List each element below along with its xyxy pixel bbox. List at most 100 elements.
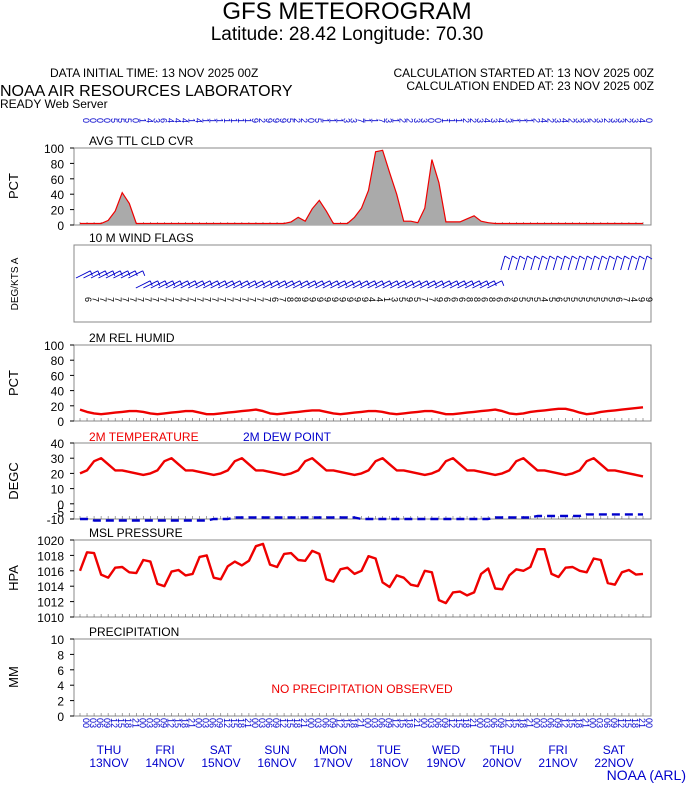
cloud-top-label: 4 — [496, 118, 506, 123]
cloud-top-label: 4 — [538, 118, 548, 123]
page-title: GFS METEOROGRAM — [222, 0, 472, 25]
x-hour-label: 15 — [623, 718, 633, 728]
x-hour-label: 12 — [334, 718, 344, 728]
cloud-top-label: 2 — [588, 118, 598, 123]
temp-ytick: 0 — [57, 498, 64, 512]
cloud-top-label: 2 — [257, 118, 267, 123]
cloud-top-label: 6 — [158, 118, 168, 123]
wind-barb — [642, 255, 648, 271]
pressure-ytick: 1018 — [37, 549, 64, 563]
x-hour-label: 00 — [644, 718, 654, 728]
wind-speed-label: 7 — [150, 297, 160, 302]
wind-barb — [507, 255, 513, 271]
wind-barb-flag — [299, 280, 303, 286]
wind-speed-label: 9 — [352, 297, 362, 302]
cloud-top-label: 1 — [334, 118, 344, 123]
x-hour-label: 06 — [602, 718, 612, 728]
wind-barb-flag — [471, 280, 475, 286]
wind-speed-label: 8 — [464, 297, 474, 302]
wind-barb-flag — [194, 280, 198, 286]
wind-barb-flag — [209, 280, 213, 286]
wind-speed-label: 5 — [577, 297, 587, 302]
cloud-top-label: 1 — [215, 118, 225, 123]
wind-barb — [143, 280, 158, 289]
x-hour-label: 06 — [377, 718, 387, 728]
x-day-label: MON — [319, 743, 347, 757]
x-day-label: FRI — [548, 743, 567, 757]
wind-speed-label: 7 — [225, 297, 235, 302]
wind-barb-flag — [359, 280, 363, 286]
x-hour-label: 21 — [581, 718, 591, 728]
x-hour-label: 15 — [567, 718, 577, 728]
wind-barb — [337, 280, 353, 289]
wind-speed-label: 5 — [532, 297, 542, 302]
x-hour-label: 15 — [172, 718, 182, 728]
x-date-label: 17NOV — [313, 756, 352, 770]
precip-ytick: 0 — [57, 710, 64, 724]
cloud-top-label: 2 — [405, 118, 415, 123]
wind-barb — [479, 280, 495, 289]
cloud-top-label: 2 — [461, 118, 471, 123]
wind-barb — [217, 280, 233, 289]
wind-speed-label: 6 — [614, 297, 624, 302]
wind-barb-flag — [463, 280, 467, 286]
x-hour-label: 00 — [306, 718, 316, 728]
cloud-top-label: 3 — [574, 118, 584, 123]
wind-barb — [285, 280, 301, 289]
wind-barb — [90, 270, 106, 279]
wind-speed-label: 9 — [637, 297, 647, 302]
x-date-label: 19NOV — [426, 756, 465, 770]
wind-barb-flag — [149, 280, 153, 286]
x-hour-label: 09 — [440, 718, 450, 728]
x-hour-label: 09 — [496, 718, 506, 728]
wind-barb-flag — [164, 280, 168, 286]
wind-speed-label: 7 — [128, 297, 138, 302]
cloud-top-label: 3 — [581, 118, 591, 123]
x-day-label: FRI — [155, 743, 174, 757]
x-hour-label: 18 — [180, 718, 190, 728]
x-hour-label: 09 — [384, 718, 394, 728]
cloud-top-label: 3 — [419, 118, 429, 123]
wind-speed-label: 6 — [502, 297, 512, 302]
wind-barb — [442, 280, 458, 289]
wind-speed-label: 5 — [569, 297, 579, 302]
x-hour-label: 06 — [95, 718, 105, 728]
cloud-top-label: 5 — [285, 118, 295, 123]
cloud-top-label: 1 — [208, 118, 218, 123]
wind-barb-flag — [344, 280, 348, 286]
wind-barb — [225, 280, 241, 289]
wind-speed-label: 5 — [517, 297, 527, 302]
wind-barb-flag — [586, 255, 593, 260]
cloud-top-label: 4 — [194, 118, 204, 123]
wind-barb — [612, 255, 618, 271]
x-hour-label: 00 — [137, 718, 147, 728]
wind-barb-flag — [542, 255, 548, 260]
wind-barb-flag — [232, 280, 235, 286]
wind-barb-flag — [366, 280, 370, 286]
wind-barb — [560, 255, 566, 271]
wind-speed-label: 7 — [203, 297, 213, 302]
x-hour-label: 00 — [419, 718, 429, 728]
wind-barb — [307, 280, 323, 289]
wind-barb-flag — [594, 255, 600, 260]
temp-ylabel: DEGC — [6, 462, 21, 500]
wind-ylabel: DEG/KTS A — [10, 257, 21, 310]
wind-barb-flag — [127, 270, 131, 276]
precip-ytick: 8 — [57, 648, 64, 662]
server-name: READY Web Server — [0, 97, 108, 111]
x-hour-label: 03 — [201, 718, 211, 728]
cloud-top-label: 3 — [630, 118, 640, 123]
wind-barb — [464, 280, 480, 289]
wind-barb-flag — [631, 255, 638, 260]
x-hour-label: 12 — [447, 718, 457, 728]
wind-barb-flag — [187, 280, 191, 286]
cloud-top-label: 2 — [299, 118, 309, 123]
x-hour-label: 21 — [130, 718, 140, 728]
x-date-label: 20NOV — [482, 756, 521, 770]
temp-series-line — [79, 457, 644, 478]
x-hour-label: 09 — [327, 718, 337, 728]
cloud-top-label: 2 — [292, 118, 302, 123]
wind-barb-flag — [571, 255, 578, 260]
wind-speed-label: 7 — [180, 297, 190, 302]
wind-barb — [187, 280, 203, 289]
